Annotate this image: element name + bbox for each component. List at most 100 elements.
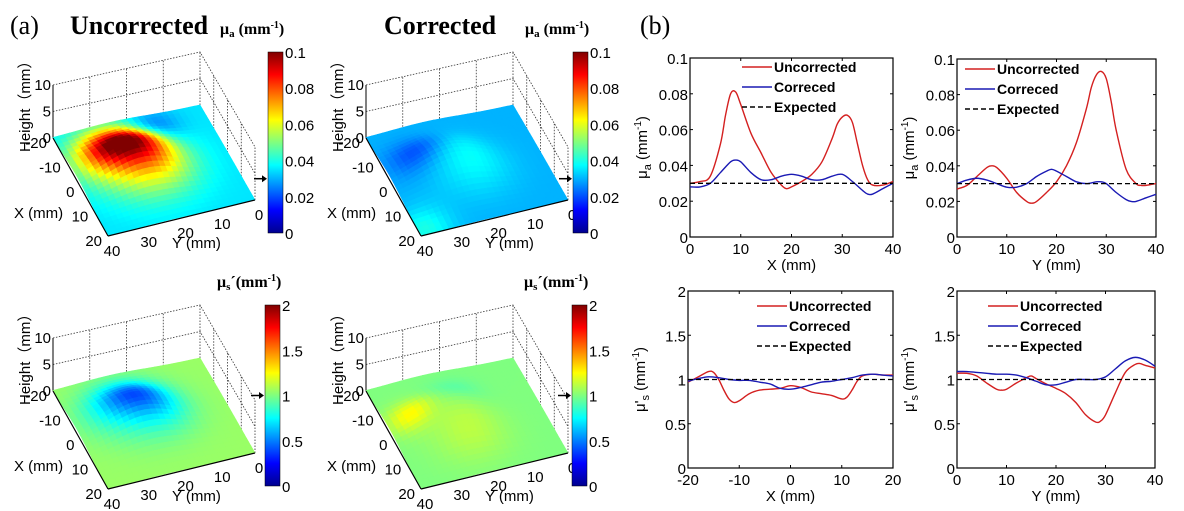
- y-tick-label: 0: [680, 230, 688, 247]
- x-axis: [365, 137, 422, 237]
- y-tick-label: 1: [678, 373, 686, 390]
- z-tick-label: 5: [356, 104, 364, 121]
- x-tick-label: 10: [385, 209, 402, 226]
- panel-b-label: (b): [640, 11, 670, 40]
- x-axis: [365, 390, 422, 490]
- y-tick-label: 2: [947, 284, 955, 301]
- x-tick-label: 0: [786, 472, 794, 489]
- y-tick-label: 0.06: [926, 123, 955, 140]
- y-axis: [107, 452, 256, 490]
- colorbar-tick-label: 0.02: [590, 190, 619, 207]
- y-tick-label: 30: [140, 487, 157, 504]
- y-axis-label: μa (mm-1): [633, 116, 654, 179]
- z-tick-label: 5: [356, 357, 364, 374]
- grid-line: [365, 304, 569, 401]
- y-tick-label: 0: [255, 207, 263, 224]
- series-uncorrected: [687, 370, 894, 404]
- x-axis-label: X (mm): [14, 205, 63, 222]
- colorbar-tick-label: 0.04: [590, 154, 619, 171]
- colorbar-tick-label: 0: [590, 226, 598, 243]
- colorbar-tick-label: 2: [589, 298, 597, 315]
- y-tick-label: 10: [527, 469, 544, 486]
- y-tick-label: 0.1: [934, 52, 955, 69]
- legend-label: Uncorrected: [997, 61, 1079, 77]
- surface-plot-1: 0 5 10 -20 -10 0 10 20 0 10 20 30 40 X (mm) Y (mm) Heig…: [14, 20, 314, 260]
- x-tick-label: 40: [1148, 241, 1165, 258]
- colorbar-title: μs´(mm-1): [217, 273, 281, 293]
- x-tick-label: 20: [398, 233, 415, 250]
- x-tick-label: -10: [352, 160, 374, 177]
- z-tick-label: 0: [43, 130, 51, 147]
- y-tick-label: 0.02: [926, 194, 955, 211]
- colorbar-title: μs´(mm-1): [524, 273, 588, 293]
- x-axis-label: X (mm): [14, 458, 63, 475]
- x-tick-label: -20: [25, 135, 47, 152]
- x-tick-label: 10: [833, 472, 850, 489]
- grid-line: [365, 78, 569, 174]
- arrow-icon: [259, 392, 264, 399]
- y-tick-label: 1.5: [665, 328, 686, 345]
- y-tick-label: 40: [417, 496, 434, 511]
- z-tick-label: 5: [43, 104, 51, 121]
- y-axis-label: Y (mm): [172, 235, 221, 252]
- y-axis: [420, 199, 569, 237]
- x-tick-label: 10: [72, 209, 89, 226]
- arrow-icon: [262, 175, 267, 183]
- x-tick-label: 40: [885, 241, 902, 258]
- y-tick-label: 0: [568, 207, 576, 224]
- x-tick-label: 20: [85, 233, 102, 250]
- x-axis-label: X (mm): [766, 488, 815, 505]
- series-uncorrected: [956, 362, 1156, 424]
- x-tick-label: 20: [783, 241, 800, 258]
- x-tick-label: -20: [338, 135, 360, 152]
- grid-line: [52, 51, 256, 148]
- x-tick-label: -20: [677, 472, 699, 489]
- legend-label: Expected: [774, 99, 836, 115]
- y-tick-label: 0.04: [659, 158, 688, 175]
- series-correced: [689, 159, 894, 196]
- z-axis-label: Height（mm）: [330, 54, 347, 152]
- y-axis-label: μ's (mm-1): [900, 347, 921, 412]
- legend-label: Correced: [789, 318, 850, 334]
- colorbar-tick-label: 0.04: [285, 154, 314, 171]
- y-tick-label: 0.08: [659, 87, 688, 104]
- colorbar-tick-label: 1: [282, 389, 290, 406]
- y-tick-label: 0.02: [659, 194, 688, 211]
- z-tick-label: 0: [356, 130, 364, 147]
- series-correced: [956, 168, 1157, 203]
- colorbar-tick-label: 1: [589, 389, 597, 406]
- y-tick-label: 0.08: [926, 88, 955, 105]
- y-tick-label: 40: [104, 496, 121, 511]
- legend-label: Expected: [789, 338, 851, 354]
- y-axis-label: Y (mm): [485, 488, 534, 505]
- z-tick-label: 0: [43, 383, 51, 400]
- colorbar: [267, 51, 284, 234]
- legend-label: Uncorrected: [774, 59, 856, 75]
- legend-label: Uncorrected: [789, 298, 871, 314]
- x-axis-label: Y (mm): [1032, 257, 1081, 274]
- x-tick-label: 20: [85, 486, 102, 503]
- colorbar-tick-label: 0.06: [285, 117, 314, 134]
- series-uncorrected: [689, 90, 894, 190]
- line-plot-3: -20 -10 0 10 20 0 0.5 1 1.5 2 X (mm) μ's (mm-1) Unco…: [631, 284, 901, 505]
- y-tick-label: 10: [214, 469, 231, 486]
- y-tick-label: 40: [417, 243, 434, 260]
- colorbar-tick-label: 0.5: [282, 434, 303, 451]
- series-correced: [956, 356, 1156, 386]
- colorbar-tick-label: 0.5: [589, 434, 610, 451]
- series-correced: [687, 373, 894, 390]
- arrow-icon: [567, 175, 572, 183]
- y-tick-label: 30: [453, 234, 470, 251]
- x-tick-label: -10: [39, 160, 61, 177]
- x-tick-label: 10: [998, 472, 1015, 489]
- y-tick-label: 10: [214, 216, 231, 233]
- y-tick-label: 0.04: [926, 159, 955, 176]
- legend-label: Correced: [997, 81, 1058, 97]
- x-axis-label: X (mm): [327, 205, 376, 222]
- x-tick-label: 0: [66, 437, 74, 454]
- colorbar-tick-label: 0.08: [285, 81, 314, 98]
- plot-frame: [689, 57, 894, 238]
- y-tick-label: 20: [490, 225, 507, 242]
- y-tick-label: 2: [678, 284, 686, 301]
- colorbar-tick-label: 0.02: [285, 190, 314, 207]
